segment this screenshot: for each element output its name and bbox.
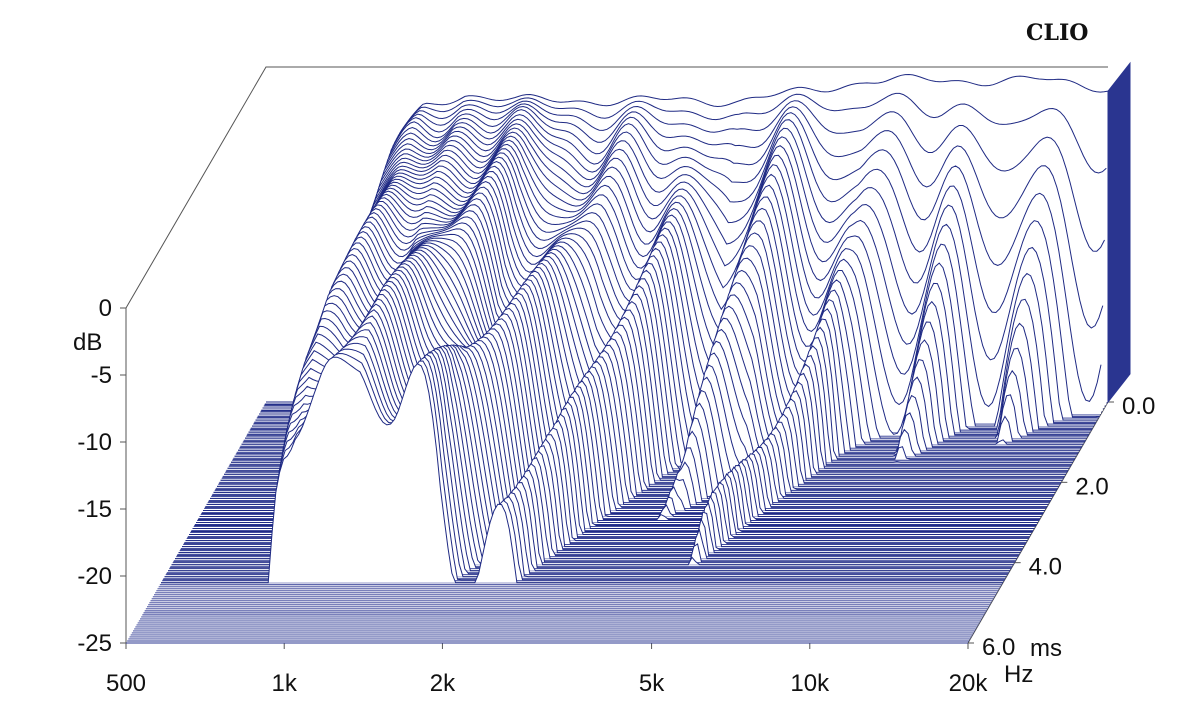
decay-slice-line: [248, 131, 1091, 433]
decay-slice-line: [182, 289, 1024, 548]
decay-slice-line: [203, 249, 1045, 511]
decay-slice-line: [199, 254, 1042, 517]
time-tick-label: 4.0: [1029, 554, 1062, 581]
x-unit-label: Hz: [1004, 661, 1033, 688]
decay-slice-line: [192, 266, 1035, 529]
decay-slice-line: [169, 329, 1012, 569]
time-unit-label: ms: [1030, 635, 1062, 662]
decay-slice-line: [183, 284, 1026, 545]
decay-slice-line: [243, 143, 1086, 442]
decay-slice-line: [246, 135, 1089, 436]
decay-slice-line: [194, 263, 1037, 526]
y-axis-label: dB: [73, 329, 102, 356]
x-tick-label: 2k: [430, 670, 456, 697]
decay-slice-line: [250, 127, 1093, 430]
frame-outline: [125, 66, 1108, 643]
clio-logo: CLIO: [1026, 20, 1088, 46]
y-tick-label: -25: [77, 630, 112, 657]
decay-slice-line: [238, 156, 1080, 451]
x-tick-label: 500: [106, 670, 146, 697]
decay-slice-line: [252, 123, 1094, 427]
y-tick-label: -20: [77, 563, 112, 590]
decay-slice-line: [255, 114, 1098, 421]
decay-slices: [161, 61, 1131, 584]
y-tick-label: -10: [77, 429, 112, 456]
decay-slice-line: [187, 276, 1030, 539]
time-tick-label: 2.0: [1075, 473, 1108, 500]
decay-slice-line: [173, 315, 1016, 563]
axis-labels: Hz dB ms CLIO 500 1k 2k 5k 10k 20k 0 -5 -10 -15 -2…: [73, 20, 1155, 697]
decay-slice-line: [178, 298, 1021, 554]
decay-slice-line: [197, 257, 1040, 520]
decay-slice-line: [180, 293, 1023, 551]
decay-slice-line: [257, 109, 1100, 418]
decay-slice-line: [239, 152, 1082, 448]
decay-slice-line: [175, 309, 1017, 560]
decay-slice-line: [171, 322, 1014, 566]
decay-slice-line: [185, 280, 1028, 542]
decay-slice-line: [190, 269, 1033, 532]
decay-slice-line: [196, 260, 1038, 523]
y-tick-label: -5: [91, 362, 112, 389]
x-tick-label: 1k: [272, 670, 298, 697]
y-tick-label: 0: [99, 295, 112, 322]
x-tick-label: 20k: [949, 670, 989, 697]
x-tick-label: 5k: [639, 670, 665, 697]
decay-slice-line: [253, 118, 1096, 424]
time-tick-label: 0.0: [1122, 393, 1155, 420]
decay-slice-line: [241, 148, 1084, 445]
side-wall: [1107, 61, 1131, 404]
decay-slice-fill: [161, 357, 1003, 583]
x-tick-label: 10k: [790, 670, 830, 697]
decay-slice-line: [259, 105, 1102, 415]
y-tick-label: -15: [77, 496, 112, 523]
decay-slice-line: [201, 251, 1044, 514]
decay-slice-line: [161, 356, 1003, 584]
decay-slice-line: [176, 303, 1019, 557]
time-tick-label: 6.0: [982, 634, 1015, 661]
decay-slice-line: [245, 139, 1087, 439]
decay-slice-line: [189, 273, 1031, 535]
